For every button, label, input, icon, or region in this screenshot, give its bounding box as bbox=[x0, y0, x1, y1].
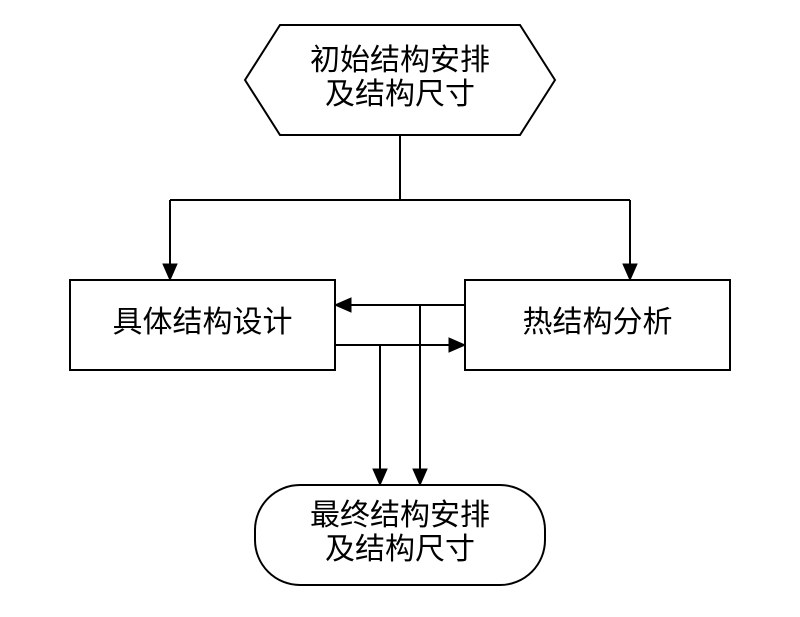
start-label-1: 及结构尺寸 bbox=[325, 78, 475, 111]
arrowhead-lr-bot bbox=[449, 338, 465, 352]
flowchart-canvas: 初始结构安排及结构尺寸具体结构设计热结构分析最终结构安排及结构尺寸 bbox=[0, 0, 800, 617]
end-label-1: 及结构尺寸 bbox=[325, 533, 475, 566]
arrowhead-down-right bbox=[413, 469, 427, 485]
arrowhead-lr-top bbox=[335, 298, 351, 312]
arrowhead-to-left bbox=[163, 264, 177, 280]
arrowhead-down-left bbox=[373, 469, 387, 485]
left-label-0: 具体结构设计 bbox=[113, 306, 293, 339]
end-label-0: 最终结构安排 bbox=[310, 499, 490, 532]
start-label-0: 初始结构安排 bbox=[310, 44, 490, 77]
arrowhead-to-right bbox=[623, 264, 637, 280]
right-label-0: 热结构分析 bbox=[523, 306, 673, 339]
